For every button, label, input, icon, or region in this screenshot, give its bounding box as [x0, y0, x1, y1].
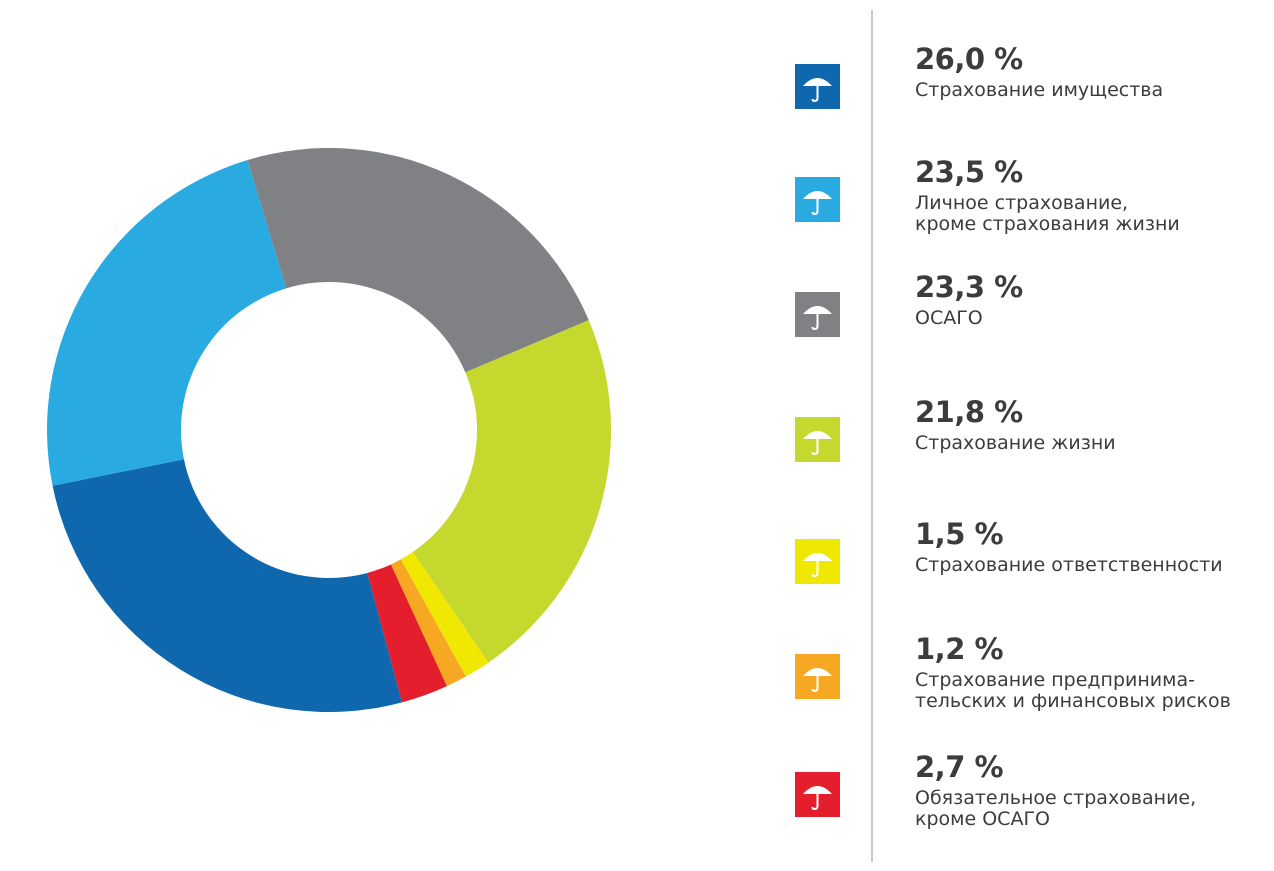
legend-label: Страхование ответственности: [915, 554, 1223, 576]
legend-label: Страхование жизни: [915, 432, 1116, 454]
donut-segment: [46, 160, 287, 486]
donut-segment: [412, 320, 612, 663]
legend-label: Обязательное страхование, кроме ОСАГО: [915, 787, 1197, 830]
legend-label: Личное страхование, кроме страхования жи…: [915, 192, 1180, 235]
icon-glyph: [803, 553, 832, 577]
legend-value: 23,5 %: [915, 155, 1023, 189]
icon-glyph: [803, 786, 832, 810]
legend-label: ОСАГО: [915, 307, 983, 329]
legend-value: 1,5 %: [915, 517, 1004, 551]
donut-segment: [400, 552, 489, 677]
legend-value: 2,7 %: [915, 750, 1004, 784]
legend-label: Страхование имущества: [915, 79, 1164, 101]
legend-value: 1,2 %: [915, 632, 1004, 666]
icon-glyph: [803, 78, 832, 102]
legend-value: 21,8 %: [915, 395, 1023, 429]
donut-segment: [367, 564, 447, 703]
legend-label: Страхование предпринима- тельских и фина…: [915, 669, 1231, 712]
donut-segment: [247, 148, 589, 373]
legend-value: 23,3 %: [915, 270, 1023, 304]
icon-glyph: [803, 668, 832, 692]
legend-value: 26,0 %: [915, 42, 1023, 76]
icon-glyph: [803, 431, 832, 455]
icon-glyph: [803, 191, 832, 215]
donut-segment: [390, 559, 466, 687]
donut-segment: [52, 459, 402, 712]
icon-glyph: [803, 306, 832, 330]
